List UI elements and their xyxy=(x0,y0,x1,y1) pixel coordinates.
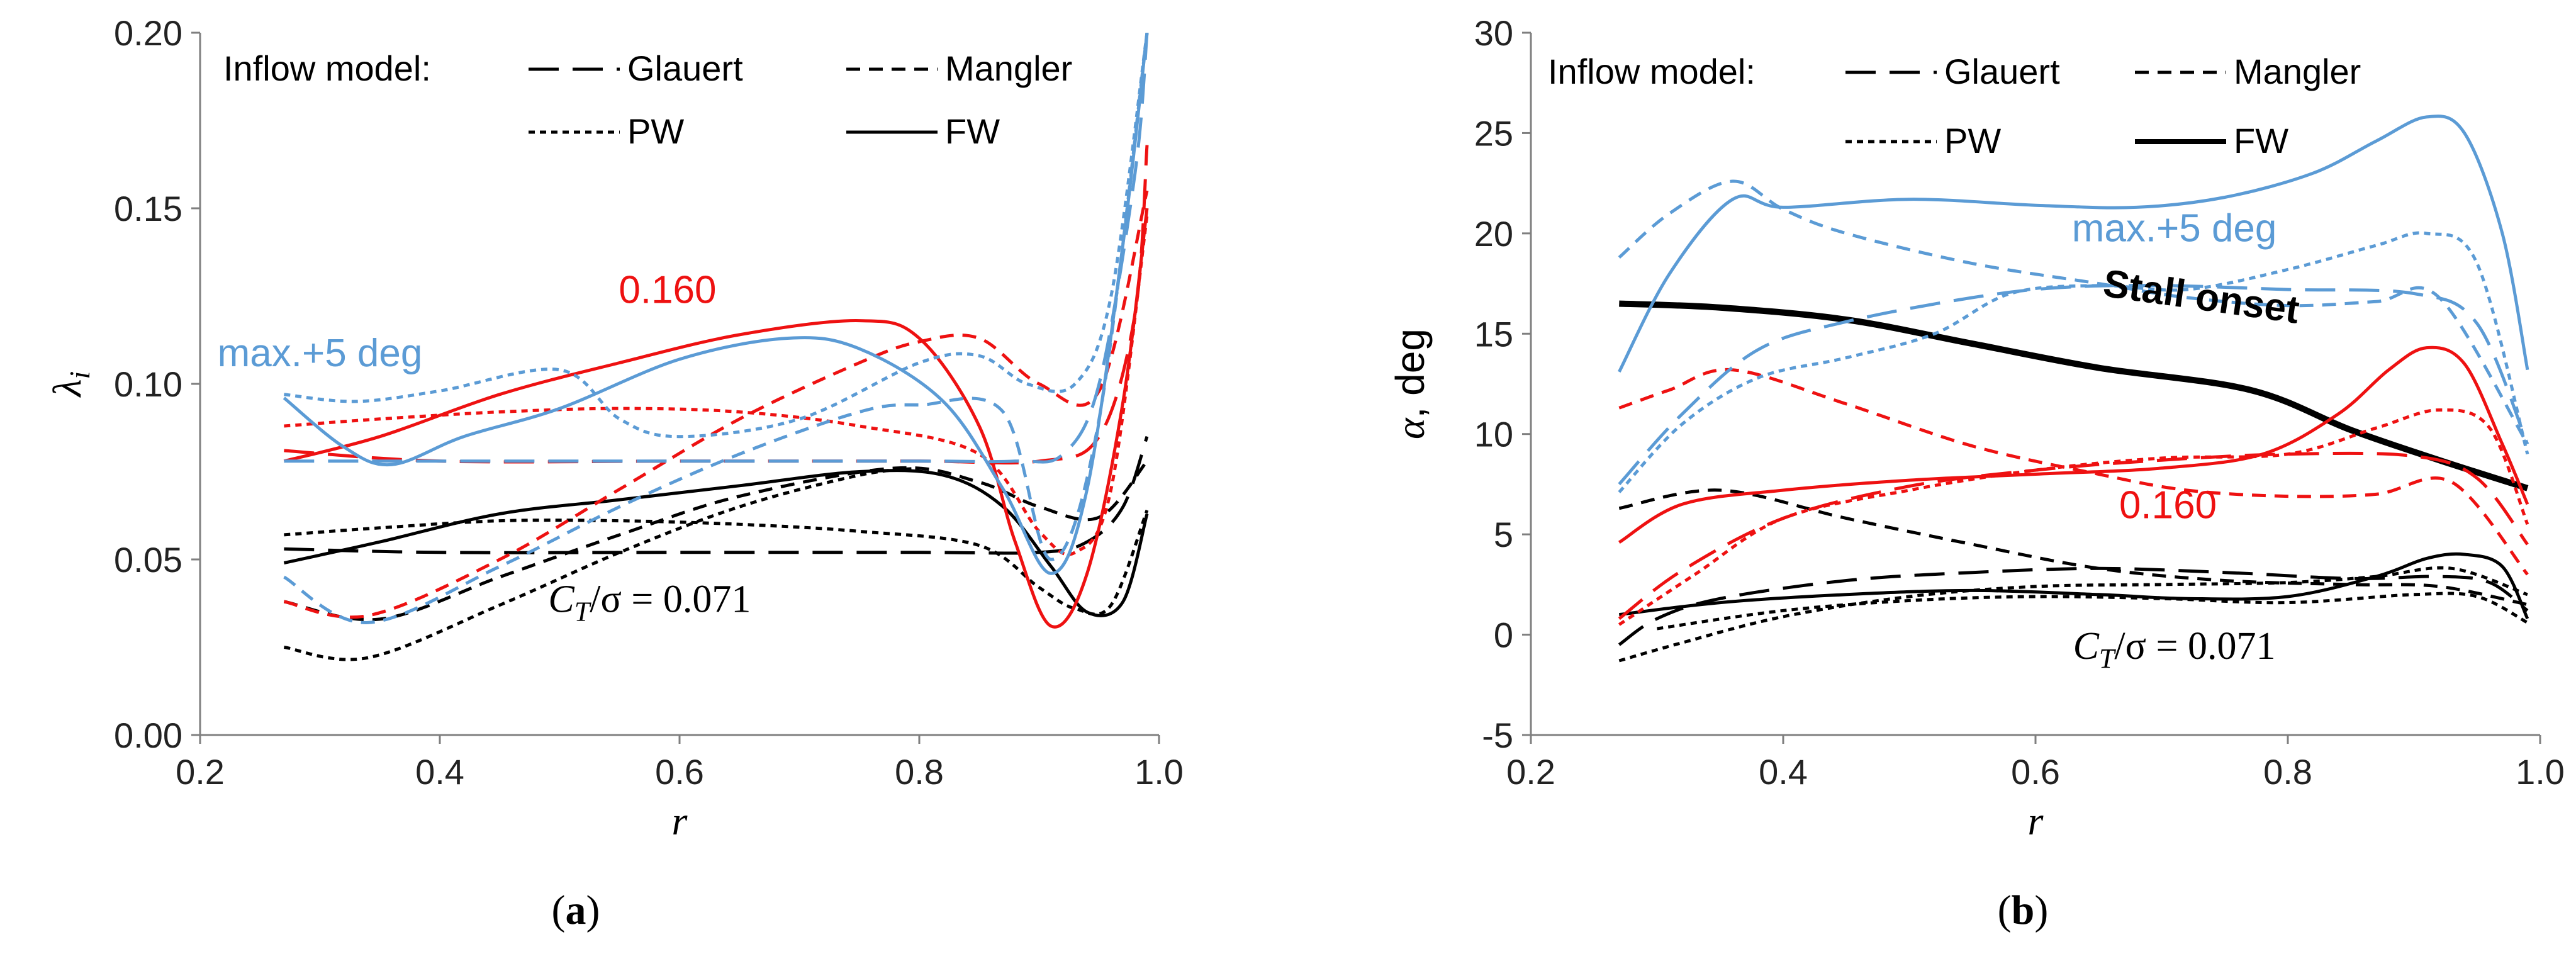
legend-title: Inflow model: xyxy=(1548,52,1756,91)
series-line-black-fw xyxy=(283,469,1149,617)
series-line-black-mangler xyxy=(283,460,1148,622)
series-line-blue-mangler xyxy=(1618,179,2529,445)
panel-caption-a: (a) xyxy=(552,887,600,933)
legend-label-mangler: Mangler xyxy=(2234,52,2361,91)
y-tick-label: 15 xyxy=(1474,314,1513,354)
y-axis-title: α, deg xyxy=(1387,328,1433,439)
y-tick-label: 30 xyxy=(1474,13,1513,53)
y-tick-label: 5 xyxy=(1494,515,1513,554)
x-axis-title: r xyxy=(2028,799,2044,843)
legend-label-glauert: Glauert xyxy=(1944,52,2060,91)
annotation-ct-sigma: CT/σ = 0.071 xyxy=(548,578,751,627)
x-tick-label: 0.2 xyxy=(1506,752,1555,792)
annotation-ct-sigma: CT/σ = 0.071 xyxy=(2073,625,2276,674)
y-axis-title: λi xyxy=(45,371,96,398)
legend-label-fw: FW xyxy=(2234,121,2288,160)
legend-title: Inflow model: xyxy=(223,48,431,88)
series-line-blue-pw xyxy=(1618,231,2529,493)
series-line-red-fw xyxy=(1618,345,2529,544)
y-tick-label: 0.20 xyxy=(114,13,182,53)
series-line-blue-fw xyxy=(1618,115,2529,373)
y-tick-label: 20 xyxy=(1474,214,1513,254)
legend-label-pw: PW xyxy=(1944,121,2001,160)
annotation-0-160: 0.160 xyxy=(619,269,716,312)
y-tick-label: 0.05 xyxy=(114,540,182,580)
series-line-black-pw xyxy=(1657,592,2529,631)
chart-panel-b: 0.2 0.4 0.6 0.8 1.0 -5 0 5 10 15 20 25 30 r α, deg Infl… xyxy=(1387,13,2565,933)
x-tick-label: 0.8 xyxy=(2263,752,2312,792)
y-tick-label: 0.00 xyxy=(114,716,182,755)
series-line-red-pw xyxy=(1618,408,2529,626)
series-line-red-mangler xyxy=(283,190,1149,619)
series-line-black-mangler xyxy=(1618,488,2528,607)
legend-label-mangler: Mangler xyxy=(945,48,1072,88)
legend-label-glauert: Glauert xyxy=(627,48,743,88)
series-line-black-glauert xyxy=(284,435,1149,555)
y-tick-label: 0.15 xyxy=(114,189,182,228)
legend-label-pw: PW xyxy=(627,111,684,151)
series-line-red-pw xyxy=(284,215,1149,556)
series-line-blue-glauert xyxy=(284,33,1149,464)
series-line-black-pw xyxy=(284,510,1149,616)
y-tick-label: 0 xyxy=(1494,615,1513,655)
x-tick-label: 1.0 xyxy=(2516,752,2565,792)
x-axis-title: r xyxy=(672,799,688,843)
series-line-red-mangler xyxy=(1618,368,2529,576)
series-line-black-pw xyxy=(284,466,920,661)
annotation-0-160: 0.160 xyxy=(2119,484,2217,527)
y-tick-label: 25 xyxy=(1474,113,1513,153)
chart-panel-a: 0.2 0.4 0.6 0.8 1.0 0.00 0.05 0.10 0.15 0.20 r λi In… xyxy=(45,13,1184,933)
x-tick-label: 0.8 xyxy=(895,752,944,792)
series-line-blue-pw xyxy=(284,33,1149,439)
y-tick-label: -5 xyxy=(1482,716,1513,755)
x-tick-label: 1.0 xyxy=(1134,752,1184,792)
panel-caption-b: (b) xyxy=(1998,887,2049,933)
annotation-max-5-deg: max.+5 deg xyxy=(218,332,423,375)
y-tick-label: 0.10 xyxy=(114,364,182,404)
x-tick-label: 0.4 xyxy=(415,752,464,792)
series-line-red-fw xyxy=(283,208,1149,629)
x-tick-label: 0.2 xyxy=(176,752,225,792)
x-tick-label: 0.4 xyxy=(1759,752,1808,792)
x-tick-label: 0.6 xyxy=(2011,752,2060,792)
series-line-black-fw xyxy=(1619,552,2529,620)
y-tick-label: 10 xyxy=(1474,415,1513,454)
x-tick-label: 0.6 xyxy=(655,752,704,792)
series-line-black-fw xyxy=(1619,300,2529,491)
series-line-blue-fw xyxy=(283,33,1149,575)
series-line-black-glauert xyxy=(1618,566,2529,646)
legend-label-fw: FW xyxy=(945,111,1000,151)
annotation-max-5-deg: max.+5 deg xyxy=(2072,207,2277,250)
